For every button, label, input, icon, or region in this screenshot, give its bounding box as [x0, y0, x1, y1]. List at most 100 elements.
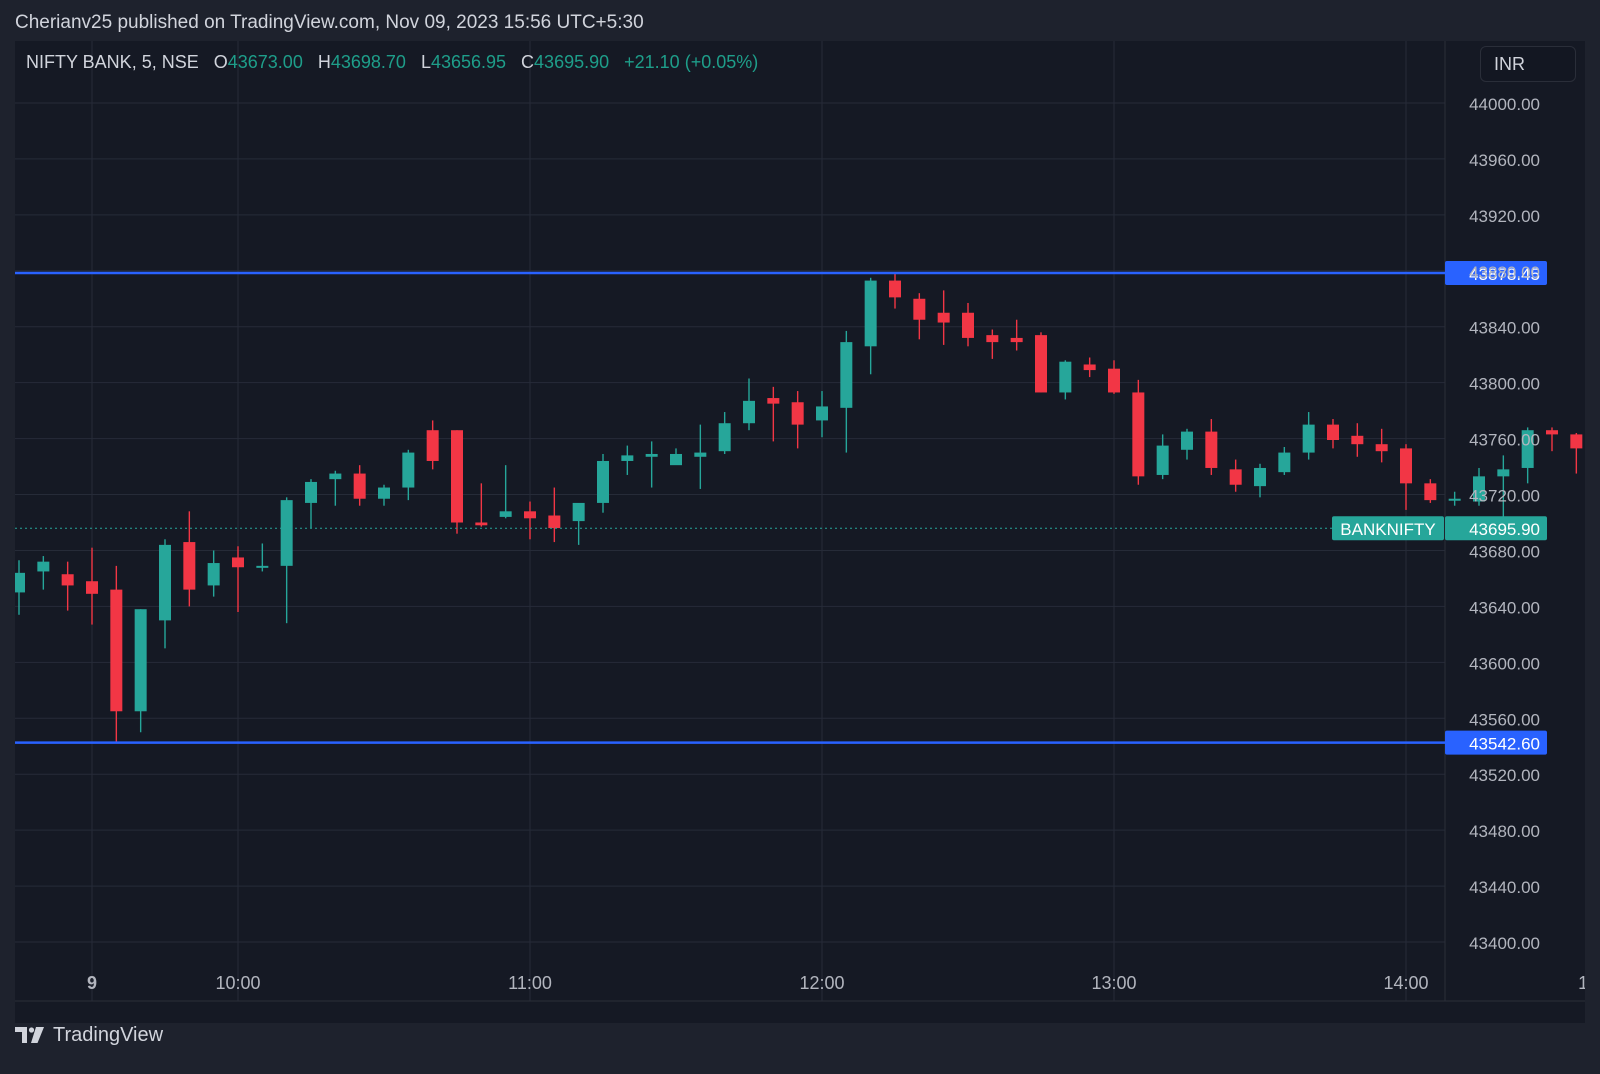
- candle-down: [962, 302, 974, 347]
- candle-up: [1473, 467, 1485, 506]
- candle-body: [913, 298, 926, 320]
- candle-body: [329, 473, 342, 480]
- candle-down: [937, 290, 950, 345]
- high-value: 43698.70: [330, 52, 406, 72]
- candle-body: [889, 280, 901, 298]
- price-tick-label: 43560.00: [1469, 710, 1540, 729]
- candle-body: [816, 406, 828, 421]
- candle-body: [1302, 424, 1315, 453]
- last-price-tag: [1445, 516, 1547, 541]
- candle-body: [110, 589, 123, 712]
- candle-body: [1546, 430, 1558, 435]
- tradingview-logo-icon: [15, 1027, 44, 1043]
- candle-up: [572, 502, 585, 545]
- candle-down: [110, 565, 123, 743]
- candle-body: [937, 312, 950, 323]
- candle-body: [475, 522, 488, 526]
- candle-body: [1035, 335, 1047, 393]
- candle-down: [1424, 479, 1437, 503]
- candle-body: [791, 402, 804, 425]
- candle-up: [645, 441, 658, 488]
- candle-up: [1278, 446, 1291, 475]
- tradingview-logo[interactable]: TradingView: [15, 1018, 163, 1052]
- candle-up: [1497, 455, 1510, 522]
- price-tick-label: 43880.00: [1469, 263, 1540, 282]
- candle-down: [524, 501, 536, 540]
- candle-body: [597, 460, 609, 503]
- horizontal-levels: 43878.45 43542.60 BANKNIFTY 43695.90: [15, 260, 1547, 755]
- candle-up: [1059, 360, 1072, 400]
- candle-body: [37, 561, 50, 572]
- candle-up: [305, 479, 317, 529]
- candle-body: [207, 563, 220, 586]
- open-label: O: [213, 52, 228, 72]
- candle-body: [986, 335, 999, 343]
- time-tick-label: 13:00: [1091, 973, 1136, 993]
- candle-down: [1010, 319, 1023, 351]
- candle-up: [670, 448, 682, 466]
- candle-up: [402, 449, 415, 501]
- close-label: C: [521, 52, 535, 72]
- candle-up: [499, 465, 512, 519]
- candle-body: [256, 565, 269, 568]
- candle-up: [694, 424, 707, 489]
- candle-body: [451, 430, 463, 523]
- publisher-line: Cherianv25 published on TradingView.com,…: [15, 12, 644, 33]
- candle-up: [329, 470, 342, 506]
- currency-button[interactable]: INR: [1480, 46, 1576, 82]
- candle-down: [451, 430, 463, 534]
- price-tick-label: 43960.00: [1469, 151, 1540, 170]
- candle-body: [61, 574, 74, 586]
- candle-body: [1156, 445, 1169, 475]
- price-tick-label: 43400.00: [1469, 934, 1540, 953]
- low-label: L: [420, 52, 431, 72]
- price-chart[interactable]: 43878.45 43542.60 BANKNIFTY 43695.90 44000.…: [15, 41, 1585, 1023]
- candle-down: [1108, 360, 1120, 394]
- level-price-tag: [1445, 730, 1547, 755]
- time-tick-label: 10:00: [215, 973, 260, 993]
- open-value: 43673.00: [227, 52, 303, 72]
- candle-up: [1448, 491, 1461, 506]
- candle-up: [207, 550, 220, 597]
- candle-body: [1473, 476, 1485, 502]
- chart-panel[interactable]: 43878.45 43542.60 BANKNIFTY 43695.90 44000.…: [15, 41, 1585, 1023]
- candle-down: [1205, 419, 1218, 475]
- level-price-label: 43878.45: [1469, 265, 1540, 284]
- symbol-tag-label: BANKNIFTY: [1340, 520, 1435, 539]
- candle-down: [1229, 459, 1242, 492]
- candle-body: [353, 473, 366, 499]
- low-value: 43656.95: [430, 52, 507, 72]
- candle-down: [986, 329, 999, 359]
- candle-body: [378, 487, 390, 499]
- candle-up: [378, 484, 390, 506]
- candle-body: [767, 398, 780, 404]
- candle-body: [280, 500, 293, 566]
- candle-body: [86, 581, 98, 594]
- candle-down: [1546, 427, 1558, 452]
- candle-down: [426, 420, 439, 470]
- candle-body: [1059, 361, 1072, 393]
- candle-body: [499, 511, 512, 517]
- candle-body: [694, 452, 707, 457]
- tradingview-brand: TradingView: [53, 1023, 164, 1046]
- price-tick-label: 43720.00: [1469, 487, 1540, 506]
- price-tick-label: 43520.00: [1469, 766, 1540, 785]
- candle-body: [1327, 424, 1339, 440]
- candle-up: [597, 453, 609, 513]
- candle-down: [183, 511, 196, 607]
- level-price-label: 43542.60: [1469, 735, 1540, 754]
- candle-body: [572, 502, 585, 522]
- price-axis: 44000.00 43960.00 43920.00 43880.00 43840.00…: [1469, 95, 1540, 953]
- candle-up: [1521, 427, 1534, 484]
- candle-body: [1229, 469, 1242, 485]
- candle-body: [426, 430, 439, 461]
- candle-body: [1205, 431, 1218, 468]
- candle-body: [548, 515, 561, 529]
- time-tick-label: 12:00: [799, 973, 844, 993]
- candle-up: [37, 556, 50, 590]
- candle-down: [913, 293, 926, 340]
- candle-body: [1424, 483, 1437, 501]
- candle-up: [840, 330, 853, 453]
- candle-body: [1375, 444, 1388, 452]
- close-value: 43695.90: [534, 52, 610, 72]
